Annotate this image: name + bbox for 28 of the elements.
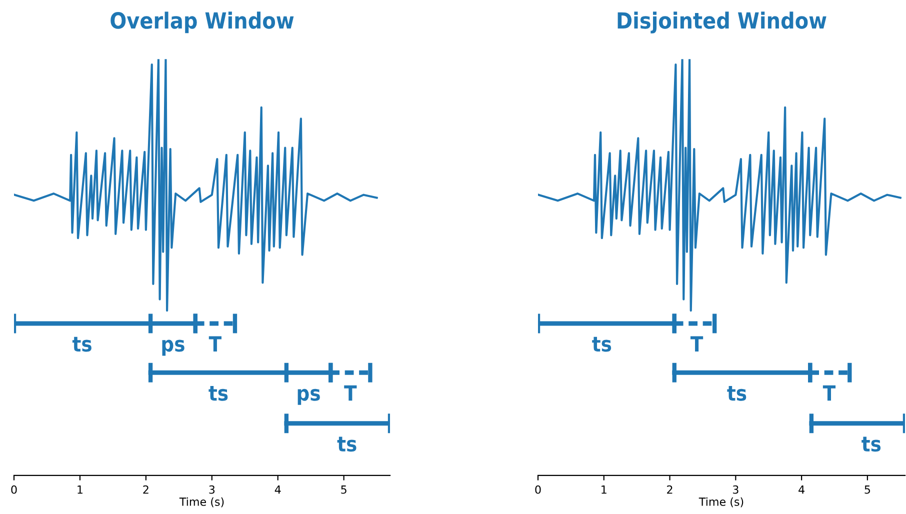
- annotation: ts: [72, 336, 92, 352]
- annotation: ps: [162, 340, 184, 356]
- x-tick-label: 3: [209, 485, 215, 494]
- x-axis-title: Time (s): [698, 497, 744, 508]
- annotation: ts: [337, 436, 356, 452]
- x-tick-label: 2: [143, 485, 148, 494]
- x-tick-label: 1: [602, 486, 606, 494]
- annotation: ts: [727, 386, 746, 401]
- annotation: ts: [208, 386, 228, 401]
- x-axis-title: Time (s): [179, 497, 224, 508]
- x-tick-label: 1: [78, 486, 82, 494]
- annotation: ts: [862, 436, 881, 452]
- x-tick-label: 2: [667, 485, 672, 494]
- x-tick-label: 4: [798, 486, 804, 494]
- chart-title: Disjointed Window: [618, 12, 826, 34]
- x-tick-label: 5: [341, 486, 346, 494]
- annotation: T: [822, 385, 836, 401]
- x-tick-label: 0: [11, 485, 17, 494]
- chart-title: Overlap Window: [110, 12, 294, 34]
- x-tick-label: 3: [732, 485, 738, 494]
- x-tick-label: 0: [535, 485, 541, 494]
- annotation: T: [344, 385, 357, 401]
- x-tick-label: 5: [864, 486, 870, 494]
- annotation: ts: [592, 336, 612, 352]
- x-tick-label: 4: [274, 486, 281, 494]
- annotation: T: [690, 336, 704, 352]
- annotation: ps: [298, 388, 320, 405]
- annotation: T: [208, 336, 222, 352]
